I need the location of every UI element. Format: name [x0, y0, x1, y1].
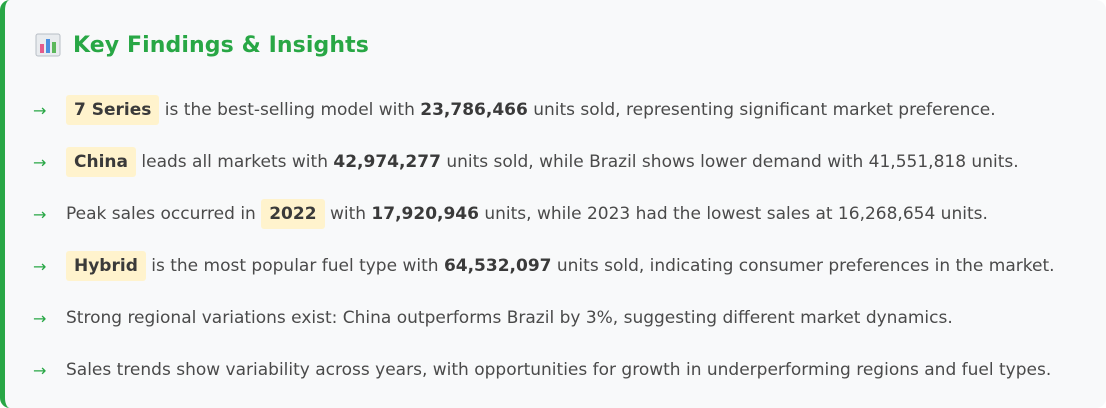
arrow-right-icon: → [33, 360, 47, 380]
finding-text: units, while 2023 had the lowest sales a… [478, 204, 988, 224]
findings-list: → 7 Series is the best-selling model wit… [33, 84, 1106, 396]
finding-number: 17,920,946 [371, 204, 479, 224]
finding-text: is the best-selling model with [159, 100, 421, 120]
finding-text: units sold, while Brazil shows lower dem… [440, 152, 1019, 172]
finding-number: 23,786,466 [420, 100, 528, 120]
highlight-tag: 7 Series [66, 95, 160, 125]
highlight-tag: China [66, 147, 136, 177]
highlight-tag: Hybrid [66, 251, 146, 281]
finding-text: leads all markets with [135, 152, 334, 172]
arrow-right-icon: → [33, 152, 47, 172]
finding-item-regional: → Strong regional variations exist: Chin… [33, 292, 1106, 344]
arrow-right-icon: → [33, 308, 47, 328]
finding-number: 64,532,097 [443, 256, 552, 276]
finding-text: is the most popular fuel type with [145, 256, 444, 276]
card-title: Key Findings & Insights [73, 32, 369, 58]
finding-item-fuel-type: → Hybrid is the most popular fuel type w… [33, 240, 1106, 292]
finding-text: Sales trends show variability across yea… [66, 360, 1052, 380]
finding-text: units sold, indicating consumer preferen… [551, 256, 1055, 276]
finding-text: Peak sales occurred in [66, 204, 262, 224]
finding-item-best-model: → 7 Series is the best-selling model wit… [33, 84, 1106, 136]
finding-text: units sold, representing significant mar… [527, 100, 996, 120]
finding-item-trends: → Sales trends show variability across y… [33, 344, 1106, 396]
arrow-right-icon: → [33, 100, 47, 120]
arrow-right-icon: → [33, 204, 47, 224]
card-header: Key Findings & Insights [35, 28, 369, 62]
finding-text: Strong regional variations exist: China … [66, 308, 953, 328]
finding-number: 42,974,277 [333, 152, 441, 172]
finding-text: with [324, 204, 372, 224]
finding-item-top-market: → China leads all markets with 42,974,27… [33, 136, 1106, 188]
finding-item-peak-year: → Peak sales occurred in 2022 with 17,92… [33, 188, 1106, 240]
arrow-right-icon: → [33, 256, 47, 276]
highlight-tag: 2022 [261, 199, 325, 229]
bar-chart-icon [35, 33, 61, 57]
